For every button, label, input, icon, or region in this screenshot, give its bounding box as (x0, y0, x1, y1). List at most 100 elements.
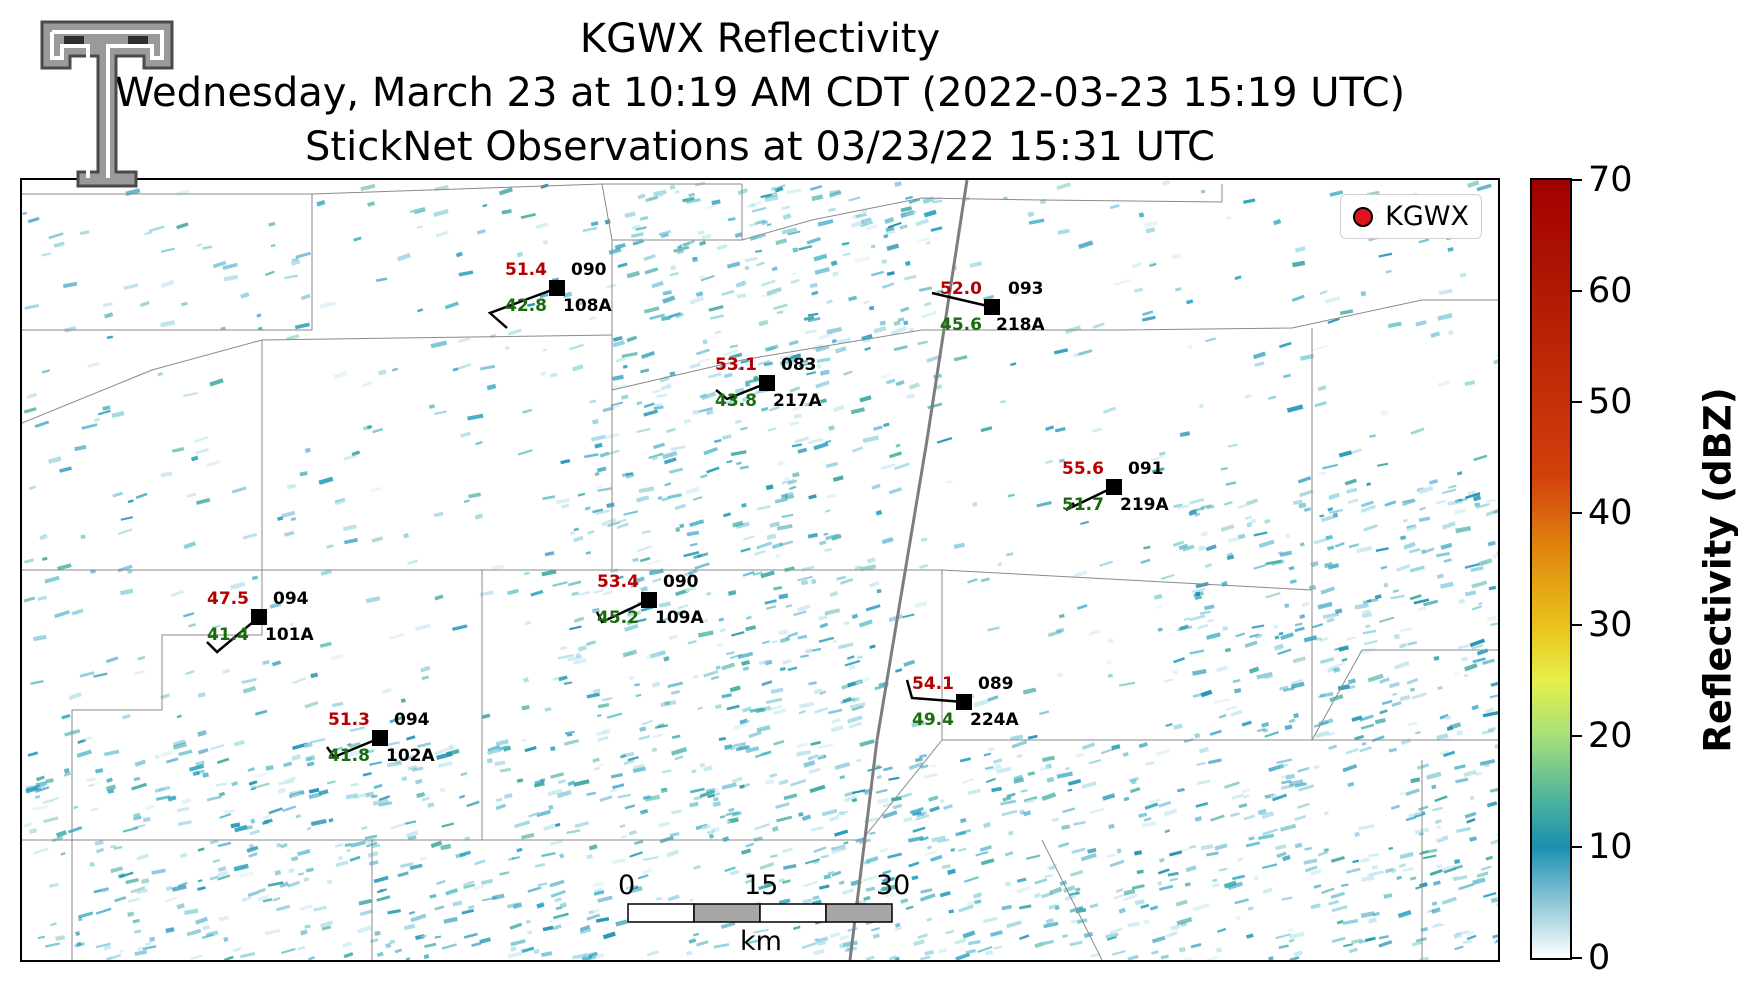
echo-gate (634, 840, 644, 845)
echo-gate (319, 300, 337, 309)
echo-gate (1109, 203, 1120, 210)
echo-gate (326, 780, 336, 785)
echo-gate (798, 811, 804, 817)
echo-gate (231, 486, 247, 494)
echo-gate (1165, 931, 1178, 939)
echo-gate (1360, 500, 1374, 508)
echo-gate (176, 714, 182, 719)
echo-gate (378, 795, 391, 802)
echo-gate (620, 834, 627, 839)
echo-gate (1279, 550, 1293, 558)
echo-gate (136, 853, 150, 861)
echo-gate (366, 837, 376, 845)
echo-gate (1358, 824, 1375, 831)
echo-gate (913, 939, 925, 947)
echo-gate (1418, 956, 1430, 960)
echo-gate (866, 224, 878, 231)
echo-gate (1463, 769, 1478, 778)
echo-gate (419, 856, 428, 861)
echo-gate (417, 741, 432, 748)
echo-gate (290, 856, 299, 862)
echo-gate (555, 906, 563, 911)
echo-gate (925, 241, 931, 245)
echo-gate (274, 869, 282, 876)
echo-gate (367, 851, 379, 858)
echo-gate (1411, 940, 1423, 947)
echo-gate (181, 302, 188, 307)
echo-gate (1039, 710, 1050, 716)
echo-gate (999, 399, 1007, 404)
echo-gate (643, 306, 660, 314)
station-wind-direction: 094 (394, 710, 430, 730)
echo-gate (132, 918, 140, 924)
echo-gate (754, 822, 770, 831)
echo-gate (779, 352, 794, 361)
echo-gate (291, 753, 302, 762)
echo-gate (1111, 950, 1126, 956)
echo-gate (76, 941, 82, 947)
echo-gate (1284, 724, 1293, 731)
echo-gate (1041, 792, 1057, 801)
echo-gate (372, 798, 389, 806)
scale-segment (627, 903, 695, 923)
echo-gate (977, 945, 993, 953)
echo-gate (1399, 643, 1407, 649)
county-line (482, 739, 1312, 841)
echo-gate (1317, 694, 1326, 699)
echo-gate (495, 739, 509, 747)
echo-gate (556, 789, 572, 799)
echo-gate (1478, 558, 1493, 567)
echo-gate (1465, 492, 1481, 500)
echo-gate (859, 395, 872, 403)
echo-gate (740, 547, 751, 553)
echo-gate (547, 788, 563, 797)
echo-gate (715, 665, 721, 670)
echo-gate (530, 589, 544, 597)
echo-gate (1482, 711, 1498, 718)
echo-gate (1471, 643, 1484, 650)
echo-gate (699, 240, 707, 246)
echo-gate (1331, 936, 1346, 944)
echo-gate (1275, 933, 1291, 940)
echo-gate (559, 902, 568, 909)
echo-gate (729, 653, 743, 660)
echo-gate (76, 749, 92, 758)
echo-gate (128, 897, 141, 903)
echo-gate (663, 457, 677, 465)
echo-gate (815, 936, 829, 944)
echo-gate (725, 811, 740, 817)
echo-gate (555, 497, 570, 505)
echo-gate (592, 908, 600, 913)
echo-gate (43, 816, 59, 824)
echo-gate (1489, 787, 1498, 793)
echo-gate (499, 767, 512, 773)
radar-map: KGWX 0 15 30 km 51.4 090 42.8 108A 52.0 093 45… (20, 178, 1500, 962)
echo-gate (452, 900, 463, 907)
echo-gate (837, 810, 849, 817)
echo-gate (1317, 718, 1334, 726)
echo-gate (389, 715, 405, 724)
echo-gate (764, 344, 779, 352)
echo-gate (784, 494, 795, 500)
echo-gate (789, 485, 797, 490)
echo-gate (1333, 666, 1341, 673)
echo-gate (765, 697, 783, 705)
echo-gate (850, 407, 865, 415)
echo-gate (972, 892, 983, 899)
echo-gate (387, 909, 401, 915)
echo-gate (305, 755, 316, 762)
echo-gate (197, 886, 206, 891)
echo-gate (975, 850, 989, 857)
echo-gate (282, 805, 297, 812)
echo-gate (1489, 692, 1498, 699)
echo-gate (869, 644, 876, 649)
echo-gate (1102, 793, 1116, 801)
echo-gate (1278, 944, 1289, 949)
echo-gate (1195, 581, 1209, 589)
echo-gate (185, 670, 195, 676)
echo-gate (1448, 484, 1457, 489)
echo-gate (367, 201, 376, 207)
echo-gate (1027, 734, 1038, 740)
echo-gate (948, 909, 955, 914)
echo-gate (676, 249, 684, 255)
